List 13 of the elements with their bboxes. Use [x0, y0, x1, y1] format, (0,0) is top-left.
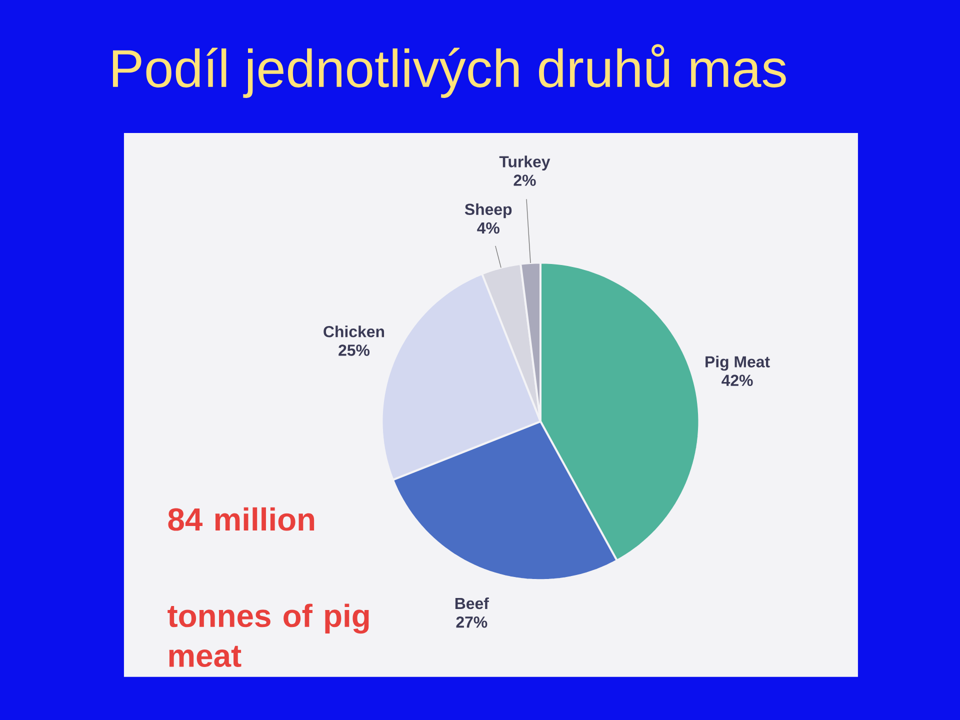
- slice-label: Turkey: [499, 156, 550, 171]
- data-label: 4%: [477, 222, 500, 234]
- data-label: 2%: [514, 174, 536, 186]
- slice-label: Chicken: [324, 326, 384, 338]
- data-label: 25%: [338, 344, 370, 356]
- data-label: 42%: [722, 374, 753, 386]
- slice-label: Pig Meat: [706, 356, 770, 371]
- text: 84 million: [168, 507, 314, 531]
- slice-label: Sheep: [464, 203, 512, 218]
- chart-title: Podíl jednotlivých druhů mas: [112, 44, 786, 98]
- text: tonnes of pig meat: [168, 604, 369, 668]
- data-label: 27%: [456, 616, 488, 628]
- slice-label: Beef: [455, 597, 489, 610]
